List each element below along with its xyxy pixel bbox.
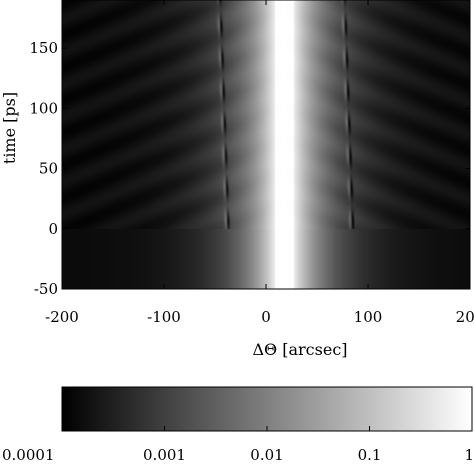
x-tick-label: -100 — [147, 308, 181, 326]
x-tick-label: 0 — [261, 308, 271, 326]
y-tick-label: -50 — [34, 280, 58, 298]
y-tick-label: 150 — [29, 39, 58, 57]
colorbar-tick-label: 0.01 — [250, 446, 283, 464]
colorbar-tick-label: 0.001 — [143, 446, 186, 464]
colorbar-gradient — [61, 386, 473, 432]
colorbar-ticks: 0.0001 0.001 0.01 0.1 1 — [2, 426, 474, 464]
y-axis-label: time [ps] — [0, 92, 19, 164]
x-tick-label: 100 — [354, 308, 383, 326]
y-tick-label: 100 — [29, 99, 58, 117]
colorbar-tick-label: 0.1 — [358, 446, 382, 464]
x-axis-ticks: -200 -100 0 100 200 — [45, 0, 474, 326]
y-tick-label: 0 — [48, 220, 58, 238]
heatmap-panel: -200 -100 0 100 200 -50 0 50 100 150 ΔΘ [arcsec]… — [0, 0, 474, 359]
y-axis-ticks: -50 0 50 100 150 — [29, 39, 470, 298]
heatmap-image — [62, 0, 470, 289]
x-tick-label: -200 — [45, 308, 79, 326]
colorbar: 0.0001 0.001 0.01 0.1 1 — [2, 386, 474, 464]
x-tick-label: 200 — [456, 308, 474, 326]
colorbar-tick-label: 1 — [464, 446, 474, 464]
colorbar-tick-label: 0.0001 — [2, 446, 55, 464]
x-axis-label: ΔΘ [arcsec] — [252, 340, 347, 359]
y-tick-label: 50 — [39, 160, 58, 178]
